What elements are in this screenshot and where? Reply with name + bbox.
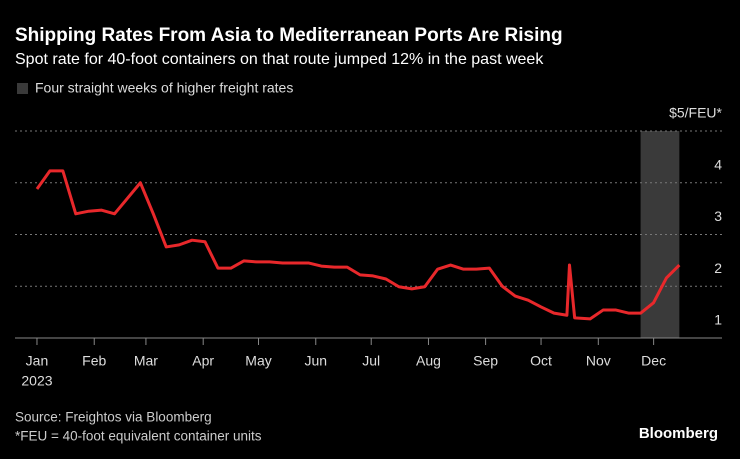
- x-tick-label: Jul: [362, 353, 380, 369]
- y-tick-label: 2: [714, 260, 722, 276]
- x-tick-label: Jan: [26, 353, 49, 369]
- x-tick-label: Dec: [641, 353, 666, 369]
- y-tick-label: 1: [714, 312, 722, 328]
- chart-title: Shipping Rates From Asia to Mediterranea…: [15, 25, 563, 46]
- y-tick-label: 4: [714, 156, 722, 172]
- source: Source: Freightos via Bloomberg: [15, 410, 212, 425]
- y-tick-label: $5/FEU*: [669, 105, 722, 121]
- note: *FEU = 40-foot equivalent container unit…: [15, 429, 262, 444]
- brand-logo: Bloomberg: [639, 425, 718, 442]
- y-tick-label: 3: [714, 208, 722, 224]
- line-series: [35, 169, 681, 321]
- x-tick-label: Jun: [304, 353, 327, 369]
- x-tick-label: Apr: [192, 353, 214, 369]
- legend-swatch: [17, 83, 28, 94]
- year-label: 2023: [21, 373, 52, 389]
- x-tick-label: May: [245, 353, 271, 369]
- x-tick-label: Feb: [82, 353, 106, 369]
- x-tick-label: Nov: [586, 353, 611, 369]
- chart-subtitle: Spot rate for 40-foot containers on that…: [15, 51, 544, 68]
- x-tick-label: Sep: [473, 353, 498, 369]
- legend-label: Four straight weeks of higher freight ra…: [35, 80, 293, 96]
- x-tick-label: Aug: [416, 353, 441, 369]
- highlight-band: [640, 131, 680, 338]
- x-tick-label: Mar: [134, 353, 158, 369]
- x-tick-label: Oct: [530, 353, 552, 369]
